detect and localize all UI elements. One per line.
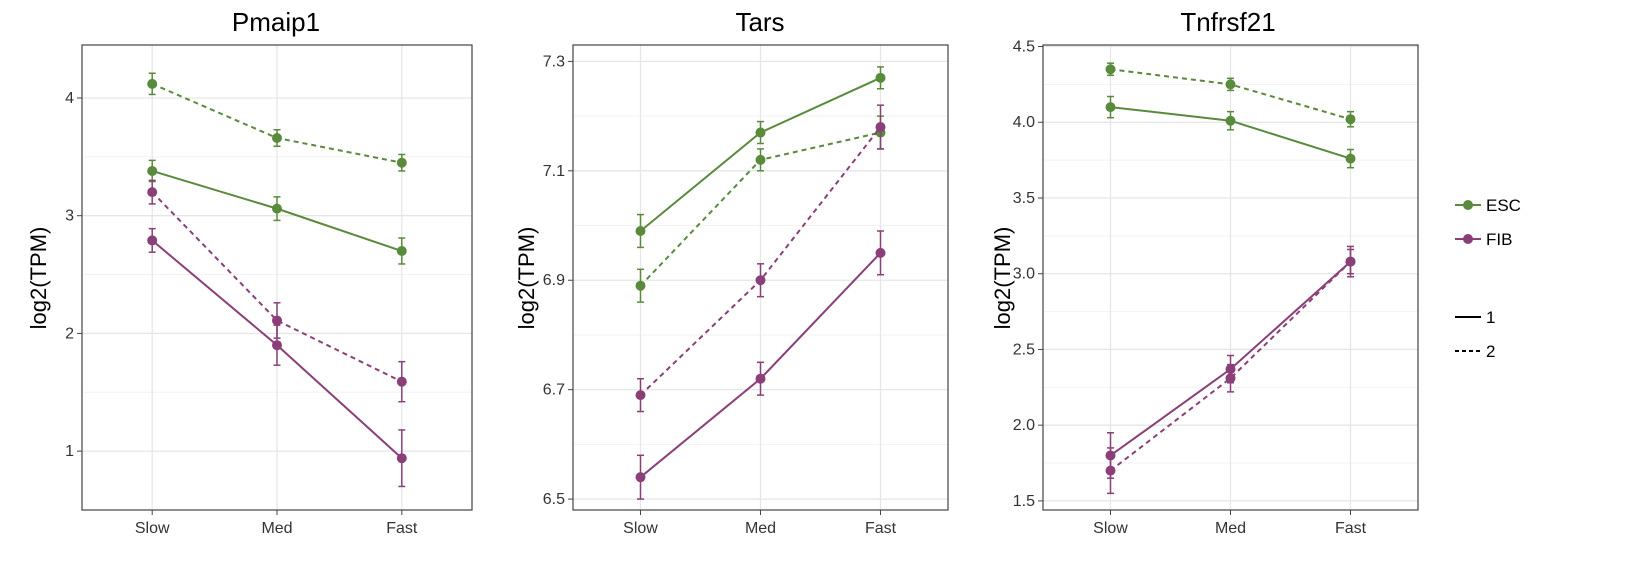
data-point xyxy=(396,376,407,387)
y-tick-label: 4 xyxy=(65,90,74,107)
x-tick-label: Slow xyxy=(135,520,170,537)
series-fib-1 xyxy=(147,227,407,488)
data-point xyxy=(147,187,158,198)
y-tick-label: 1 xyxy=(65,443,74,460)
series-line xyxy=(151,191,403,383)
data-point xyxy=(875,72,886,83)
data-point xyxy=(755,373,766,384)
legend-item-esc: ESC xyxy=(1455,196,1521,215)
data-point xyxy=(272,340,282,351)
data-point xyxy=(1225,373,1236,384)
x-tick-label: Fast xyxy=(865,520,897,537)
data-point xyxy=(396,246,407,257)
series-fib-2 xyxy=(635,104,886,413)
data-point xyxy=(1105,102,1116,113)
y-tick-label: 1.5 xyxy=(1013,493,1035,510)
y-tick-label: 3 xyxy=(65,208,74,225)
data-point xyxy=(1105,64,1116,75)
y-tick-label: 2.5 xyxy=(1013,341,1035,358)
y-tick-label: 2.0 xyxy=(1013,417,1035,434)
y-tick-label: 7.1 xyxy=(543,163,565,180)
x-tick-label: Slow xyxy=(1093,520,1128,537)
data-point xyxy=(147,165,158,176)
x-tick-label: Med xyxy=(745,520,776,537)
legend-item-fib: FIB xyxy=(1455,230,1512,249)
y-axis-label: log2(TPM) xyxy=(514,227,539,330)
legend-label: ESC xyxy=(1486,196,1521,215)
legend-label: FIB xyxy=(1486,230,1512,249)
legend-label: 2 xyxy=(1486,342,1495,361)
y-tick-label: 6.5 xyxy=(543,491,565,508)
y-axis-label: log2(TPM) xyxy=(26,227,51,330)
series-fib-1 xyxy=(635,230,886,500)
legend-item-rep-2: 2 xyxy=(1455,342,1495,361)
legend-marker xyxy=(1463,200,1473,210)
y-tick-label: 3.5 xyxy=(1013,190,1035,207)
y-tick-label: 6.7 xyxy=(543,382,565,399)
panel-pmaip1: Pmaip1 log2(TPM) 1 2 3 4 Slow Med Fast xyxy=(26,7,473,537)
y-tick-label: 4.5 xyxy=(1013,39,1035,56)
x-tick-label: Med xyxy=(1215,520,1246,537)
x-tick-label: Fast xyxy=(386,520,418,537)
series-fib-2 xyxy=(1105,245,1356,495)
data-point xyxy=(396,453,407,464)
series-esc-2 xyxy=(1105,62,1356,128)
data-point xyxy=(755,275,766,286)
series-esc-2 xyxy=(147,72,407,172)
y-tick-label: 7.3 xyxy=(543,53,565,70)
data-point xyxy=(755,127,766,138)
panel-tars: Tars log2(TPM) 6.5 6.7 6.9 7.1 7.3 Slow Med Fas… xyxy=(514,7,949,537)
legend: ESC FIB 1 2 xyxy=(1455,196,1521,361)
data-point xyxy=(1345,256,1356,267)
legend-item-rep-1: 1 xyxy=(1455,308,1495,327)
y-tick-label: 3.0 xyxy=(1013,266,1035,283)
data-point xyxy=(755,154,766,165)
data-point xyxy=(875,122,886,133)
series-esc-2 xyxy=(635,115,886,303)
data-point xyxy=(635,280,646,291)
data-point xyxy=(1225,115,1236,126)
y-axis-label: log2(TPM) xyxy=(990,227,1015,330)
legend-label: 1 xyxy=(1486,308,1495,327)
data-point xyxy=(635,226,646,236)
data-point xyxy=(1105,465,1116,476)
plot-area: 1.5 2.0 2.5 3.0 3.5 4.0 4.5 Slow Med Fast xyxy=(1013,39,1419,537)
plot-area: 6.5 6.7 6.9 7.1 7.3 Slow Med Fast xyxy=(543,44,949,537)
legend-marker xyxy=(1463,234,1473,244)
series-fib-2 xyxy=(147,179,407,403)
data-point xyxy=(396,157,407,168)
x-tick-label: Med xyxy=(261,520,292,537)
y-tick-label: 6.9 xyxy=(543,272,565,289)
panel-tnfrsf21: Tnfrsf21 log2(TPM) 1.5 2.0 2.5 3.0 3.5 4.0 4.5… xyxy=(990,7,1419,537)
data-point xyxy=(1345,114,1356,125)
data-point xyxy=(272,203,282,214)
y-tick-label: 4.0 xyxy=(1013,114,1035,131)
data-point xyxy=(147,78,158,89)
series-esc-1 xyxy=(1105,95,1356,169)
panel-title: Tars xyxy=(735,7,784,37)
data-point xyxy=(1225,79,1236,90)
series-line xyxy=(1109,260,1352,472)
data-point xyxy=(272,315,282,326)
panel-title: Pmaip1 xyxy=(232,7,320,37)
y-tick-label: 2 xyxy=(65,325,74,342)
data-point xyxy=(875,247,886,258)
data-point xyxy=(272,133,282,143)
series-esc-1 xyxy=(635,66,886,249)
x-tick-label: Fast xyxy=(1335,520,1367,537)
plot-area: 1 2 3 4 Slow Med Fast xyxy=(65,44,473,537)
x-tick-label: Slow xyxy=(623,520,658,537)
data-point xyxy=(1345,153,1356,164)
panel-title: Tnfrsf21 xyxy=(1180,7,1275,37)
data-point xyxy=(635,390,646,401)
data-point xyxy=(635,472,646,483)
data-point xyxy=(147,235,158,246)
